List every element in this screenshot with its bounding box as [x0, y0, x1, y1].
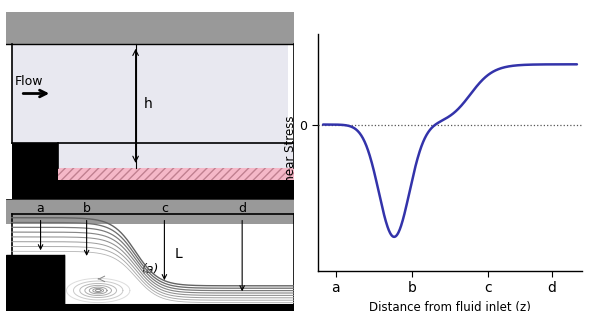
Text: h: h	[144, 97, 153, 111]
Bar	[58, 168, 294, 180]
Text: δ: δ	[43, 165, 51, 178]
X-axis label: Distance from fluid inlet (z): Distance from fluid inlet (z)	[369, 300, 531, 311]
Text: (a): (a)	[142, 263, 158, 276]
Bar	[58, 180, 294, 199]
Text: Flow: Flow	[14, 75, 43, 88]
Text: a: a	[37, 202, 44, 215]
Bar	[6, 255, 64, 311]
Bar	[58, 143, 294, 168]
Text: d: d	[238, 202, 246, 215]
Bar	[12, 44, 288, 143]
Bar	[6, 199, 294, 224]
Bar	[64, 305, 300, 311]
Text: c: c	[161, 202, 168, 215]
Bar	[12, 143, 58, 199]
Bar	[6, 12, 294, 44]
Y-axis label: Shear Stress: Shear Stress	[284, 115, 297, 190]
Bar	[58, 168, 294, 180]
Text: L: L	[175, 247, 182, 261]
Text: b: b	[83, 202, 91, 215]
